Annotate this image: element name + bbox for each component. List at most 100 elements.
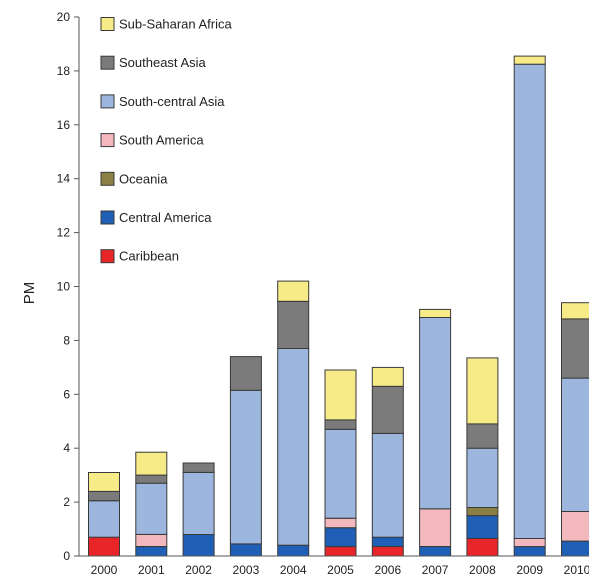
x-tick-label-2000: 2000	[91, 563, 118, 577]
legend-item-south-america: South America	[101, 133, 204, 148]
bar-segment-south-central-asia-2007	[420, 318, 451, 509]
bar-segment-sub-saharan-africa-2010	[562, 303, 589, 319]
bar-segment-central-america-2010	[562, 541, 589, 556]
bar-segment-sub-saharan-africa-2008	[467, 358, 498, 424]
y-tick-label-10: 10	[57, 280, 71, 294]
bar-segment-caribbean-2005	[325, 547, 356, 556]
bar-segment-south-central-asia-2001	[136, 483, 167, 534]
bar-stack-2001	[136, 452, 167, 556]
legend-item-caribbean: Caribbean	[101, 249, 179, 264]
legend-label-southeast-asia: Southeast Asia	[119, 55, 206, 70]
y-tick-label-16: 16	[57, 118, 71, 132]
bar-segment-southeast-asia-2005	[325, 420, 356, 429]
legend-label-caribbean: Caribbean	[119, 249, 179, 264]
x-tick-label-2001: 2001	[138, 563, 165, 577]
bar-segment-central-america-2004	[278, 545, 309, 556]
bar-segment-southeast-asia-2004	[278, 301, 309, 348]
bar-segment-southeast-asia-2003	[230, 357, 261, 391]
legend-swatch-caribbean	[101, 250, 114, 263]
legend-label-south-america: South America	[119, 133, 204, 148]
bar-segment-central-america-2001	[136, 547, 167, 556]
bar-segment-southeast-asia-2000	[89, 491, 120, 500]
bar-segment-southeast-asia-2006	[372, 386, 403, 433]
legend-swatch-oceania	[101, 172, 114, 185]
bar-segment-south-central-asia-2009	[514, 64, 545, 538]
bar-segment-central-america-2005	[325, 528, 356, 547]
bar-segment-central-america-2008	[467, 516, 498, 539]
bar-segment-central-america-2006	[372, 537, 403, 546]
bars-layer	[89, 56, 589, 556]
x-tick-label-2006: 2006	[374, 563, 401, 577]
bar-segment-south-america-2001	[136, 534, 167, 546]
bar-stack-2005	[325, 370, 356, 556]
bar-segment-sub-saharan-africa-2004	[278, 281, 309, 301]
y-tick-label-2: 2	[63, 495, 70, 509]
bar-segment-south-america-2010	[562, 512, 589, 542]
x-tick-label-2003: 2003	[233, 563, 260, 577]
bar-segment-south-central-asia-2002	[183, 473, 214, 535]
x-tick-label-2007: 2007	[422, 563, 449, 577]
bar-segment-central-america-2007	[420, 547, 451, 556]
bar-stack-2007	[420, 309, 451, 556]
bar-segment-southeast-asia-2002	[183, 463, 214, 472]
y-tick-label-14: 14	[57, 172, 71, 186]
bar-stack-2010	[562, 303, 589, 556]
x-tick-label-2010: 2010	[564, 563, 589, 577]
legend-swatch-central-america	[101, 211, 114, 224]
bar-segment-central-america-2002	[183, 534, 214, 556]
legend-swatch-southeast-asia	[101, 56, 114, 69]
bar-segment-sub-saharan-africa-2005	[325, 370, 356, 420]
legend-item-central-america: Central America	[101, 210, 212, 225]
bar-segment-caribbean-2008	[467, 539, 498, 557]
bar-segment-south-central-asia-2006	[372, 433, 403, 537]
bar-segment-south-america-2005	[325, 518, 356, 527]
bar-segment-south-america-2009	[514, 539, 545, 547]
bar-stack-2004	[278, 281, 309, 556]
legend-item-south-central-asia: South-central Asia	[101, 94, 225, 109]
legend-item-sub-saharan-africa: Sub-Saharan Africa	[101, 17, 233, 32]
bar-stack-2003	[230, 357, 261, 556]
bar-segment-sub-saharan-africa-2006	[372, 367, 403, 386]
bar-segment-southeast-asia-2010	[562, 319, 589, 378]
y-tick-label-0: 0	[63, 549, 70, 563]
bar-stack-2000	[89, 473, 120, 557]
legend-swatch-south-america	[101, 134, 114, 147]
x-tick-label-2009: 2009	[516, 563, 543, 577]
legend-swatch-sub-saharan-africa	[101, 18, 114, 31]
x-tick-label-2004: 2004	[280, 563, 307, 577]
bar-segment-central-america-2003	[230, 544, 261, 556]
bar-segment-south-central-asia-2010	[562, 378, 589, 511]
bar-segment-caribbean-2006	[372, 547, 403, 556]
bar-segment-south-central-asia-2004	[278, 349, 309, 546]
x-tick-label-2008: 2008	[469, 563, 496, 577]
legend-label-south-central-asia: South-central Asia	[119, 94, 225, 109]
x-tick-label-2002: 2002	[185, 563, 212, 577]
bar-segment-south-central-asia-2003	[230, 390, 261, 544]
bar-stack-2002	[183, 463, 214, 556]
y-tick-label-4: 4	[63, 441, 70, 455]
bar-stack-2006	[372, 367, 403, 556]
bar-segment-south-central-asia-2008	[467, 448, 498, 507]
bar-segment-caribbean-2000	[89, 537, 120, 556]
bar-segment-sub-saharan-africa-2000	[89, 473, 120, 492]
bar-segment-sub-saharan-africa-2009	[514, 56, 545, 64]
bar-segment-central-america-2009	[514, 547, 545, 556]
bar-segment-sub-saharan-africa-2001	[136, 452, 167, 475]
bar-segment-oceania-2008	[467, 508, 498, 516]
legend-label-oceania: Oceania	[119, 171, 168, 186]
y-tick-label-12: 12	[57, 226, 71, 240]
bar-segment-south-america-2007	[420, 509, 451, 547]
bar-segment-southeast-asia-2008	[467, 424, 498, 448]
legend: Sub-Saharan Africa Southeast Asia South-ce…	[101, 17, 233, 264]
x-tick-label-2005: 2005	[327, 563, 354, 577]
bar-segment-sub-saharan-africa-2007	[420, 309, 451, 317]
y-tick-label-8: 8	[63, 333, 70, 347]
legend-item-oceania: Oceania	[101, 171, 168, 186]
bar-segment-south-central-asia-2005	[325, 429, 356, 518]
y-tick-label-18: 18	[57, 64, 71, 78]
y-tick-label-6: 6	[63, 387, 70, 401]
bar-segment-southeast-asia-2001	[136, 475, 167, 483]
y-axis-title: PM	[21, 282, 38, 305]
legend-label-central-america: Central America	[119, 210, 212, 225]
